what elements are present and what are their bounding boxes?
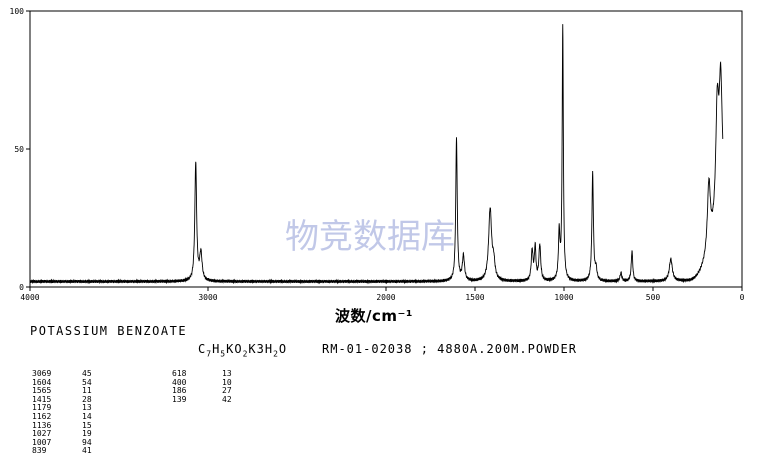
x-tick-label: 0 bbox=[740, 293, 745, 302]
peak-row: 1179 13 bbox=[32, 404, 102, 413]
x-tick-label: 500 bbox=[646, 293, 661, 302]
peak-wavenumber: 1604 bbox=[32, 377, 52, 387]
x-axis-title: 波数/cm⁻¹ bbox=[335, 307, 413, 325]
peak-wavenumber: 1162 bbox=[32, 411, 52, 421]
formula-subscript: 7 bbox=[206, 349, 213, 359]
peak-wavenumber: 1007 bbox=[32, 437, 52, 447]
peak-row: 1604 54 bbox=[32, 377, 102, 388]
y-axis: 0 50 100 bbox=[10, 7, 30, 292]
peak-intensity: 10 bbox=[222, 377, 232, 387]
x-tick-label: 3000 bbox=[198, 293, 217, 302]
peak-row: 1007 94 bbox=[32, 437, 102, 448]
peak-row: 3069 45 bbox=[32, 369, 102, 379]
y-tick-label: 50 bbox=[14, 145, 24, 154]
peak-intensity: 15 bbox=[82, 420, 92, 430]
peak-wavenumber: 3069 bbox=[32, 369, 52, 378]
formula-subscript: 2 bbox=[273, 349, 279, 359]
peak-intensity: 13 bbox=[82, 403, 92, 413]
sample-info: RM-01-02038 ; 4880A.200M.POWDER bbox=[322, 342, 577, 356]
peak-intensity: 94 bbox=[82, 437, 92, 447]
x-tick-label: 2000 bbox=[376, 293, 395, 302]
y-tick-label: 100 bbox=[10, 7, 25, 16]
peak-intensity: 28 bbox=[82, 394, 92, 404]
peak-table-column-2: 618 13 400 10 186 27 139 42 bbox=[172, 369, 242, 405]
peak-wavenumber: 1179 bbox=[32, 403, 52, 413]
watermark-text: 物竞数据库 bbox=[285, 217, 455, 257]
x-axis: 4000 3000 2000 1500 1000 500 0 bbox=[20, 287, 745, 302]
compound-name: POTASSIUM BENZOATE bbox=[30, 324, 188, 338]
peak-row: 1136 15 bbox=[32, 420, 102, 431]
x-tick-label: 1500 bbox=[465, 293, 484, 302]
peak-intensity: 14 bbox=[82, 411, 92, 421]
peak-row: 139 42 bbox=[172, 394, 242, 405]
peak-intensity: 45 bbox=[82, 369, 92, 378]
peak-row: 186 27 bbox=[172, 387, 242, 396]
peak-intensity: 11 bbox=[82, 386, 92, 396]
peak-wavenumber: 839 bbox=[32, 446, 47, 456]
peak-intensity: 13 bbox=[222, 369, 232, 378]
spectrum-line bbox=[29, 24, 724, 285]
y-tick-label: 0 bbox=[19, 283, 24, 292]
peak-wavenumber: 1565 bbox=[32, 386, 52, 396]
peak-intensity: 54 bbox=[82, 377, 92, 387]
peak-table-column-1: 3069 45 1604 54 1565 11 1415 28 1179 13 1162 1… bbox=[32, 369, 102, 456]
peak-wavenumber: 618 bbox=[172, 369, 187, 378]
x-tick-label: 4000 bbox=[20, 293, 39, 302]
peak-intensity: 27 bbox=[222, 386, 232, 396]
peak-row: 1027 19 bbox=[32, 430, 102, 439]
peak-intensity: 19 bbox=[82, 429, 92, 439]
peak-row: 1565 11 bbox=[32, 387, 102, 396]
peak-wavenumber: 1136 bbox=[32, 420, 52, 430]
peak-row: 400 10 bbox=[172, 377, 242, 388]
formula-part: H bbox=[212, 342, 221, 356]
formula-part: C bbox=[198, 342, 207, 356]
peak-wavenumber: 1027 bbox=[32, 429, 52, 439]
peak-wavenumber: 1415 bbox=[32, 394, 52, 404]
formula-subscript: 5 bbox=[220, 349, 227, 359]
peak-wavenumber: 139 bbox=[172, 394, 187, 404]
molecular-formula: C7H5KO2K3H2O bbox=[198, 342, 287, 358]
peak-row: 618 13 bbox=[172, 369, 242, 379]
x-tick-label: 1000 bbox=[554, 293, 573, 302]
formula-part: KO bbox=[226, 342, 243, 356]
peak-intensity: 41 bbox=[82, 446, 92, 456]
peak-intensity: 42 bbox=[222, 394, 232, 404]
formula-part: K3H bbox=[248, 342, 274, 356]
formula-part: O bbox=[278, 342, 288, 356]
formula-subscript: 2 bbox=[242, 349, 249, 359]
peak-row: 1415 28 bbox=[32, 394, 102, 405]
peak-wavenumber: 400 bbox=[172, 377, 187, 387]
peak-row: 1162 14 bbox=[32, 411, 102, 422]
raman-spectrum-chart: 0 50 100 4000 3000 2000 1500 1000 500 0 物竞数据库 bbox=[10, 7, 745, 302]
peak-row: 839 41 bbox=[32, 447, 102, 456]
peak-wavenumber: 186 bbox=[172, 386, 187, 396]
